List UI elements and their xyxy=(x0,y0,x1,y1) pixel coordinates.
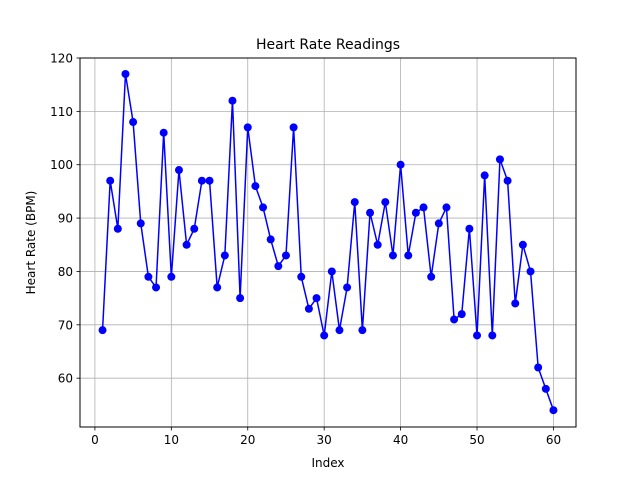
data-point xyxy=(297,272,306,281)
data-point xyxy=(197,176,206,185)
data-point xyxy=(450,315,459,324)
y-tick-label: 70 xyxy=(58,318,73,332)
plot-frame xyxy=(79,57,577,428)
x-axis-ticks: 0 10 20 30 40 50 60 xyxy=(91,427,561,447)
data-point xyxy=(549,406,558,415)
data-point xyxy=(442,203,451,212)
y-tick-label: 110 xyxy=(50,105,73,119)
y-tick-label: 100 xyxy=(50,158,73,172)
x-tick-label: 50 xyxy=(469,433,484,447)
data-point xyxy=(243,123,252,132)
data-point xyxy=(167,272,176,281)
data-point xyxy=(419,203,428,212)
data-point xyxy=(404,251,413,260)
data-point xyxy=(220,251,229,260)
data-point xyxy=(159,128,168,137)
y-axis-ticks: 60 70 80 90 100 110 120 xyxy=(50,52,80,386)
data-point xyxy=(495,155,504,164)
data-point xyxy=(343,283,352,292)
data-point xyxy=(304,304,313,313)
data-point xyxy=(228,96,237,105)
data-point xyxy=(113,224,122,233)
data-point xyxy=(144,272,153,281)
data-point xyxy=(518,240,527,249)
x-tick-label: 10 xyxy=(164,433,179,447)
x-tick-label: 20 xyxy=(240,433,255,447)
data-point xyxy=(373,240,382,249)
data-point xyxy=(129,118,138,127)
data-point xyxy=(152,283,161,292)
y-tick-label: 60 xyxy=(58,372,73,386)
data-point xyxy=(182,240,191,249)
data-point xyxy=(366,208,375,217)
x-tick-label: 0 xyxy=(91,433,99,447)
data-point xyxy=(266,235,275,244)
data-point xyxy=(534,363,543,372)
data-point xyxy=(465,224,474,233)
data-point xyxy=(327,267,336,276)
y-tick-label: 90 xyxy=(58,212,73,226)
data-point xyxy=(274,262,283,271)
data-point xyxy=(121,70,130,79)
data-point xyxy=(213,283,222,292)
data-point xyxy=(503,176,512,185)
data-point xyxy=(236,294,245,303)
data-point xyxy=(251,182,260,191)
y-tick-label: 120 xyxy=(50,52,73,66)
y-axis-label: Heart Rate (BPM) xyxy=(24,191,38,295)
chart-title: Heart Rate Readings xyxy=(256,37,400,53)
data-point xyxy=(335,326,344,335)
data-point xyxy=(281,251,290,260)
data-point xyxy=(259,203,268,212)
data-point xyxy=(457,310,466,319)
x-tick-label: 40 xyxy=(393,433,408,447)
data-point xyxy=(174,166,183,175)
data-point xyxy=(136,219,145,228)
data-point xyxy=(320,331,329,340)
data-point xyxy=(473,331,482,340)
data-point xyxy=(526,267,535,276)
series-line xyxy=(101,73,555,411)
data-point xyxy=(388,251,397,260)
data-point xyxy=(106,176,115,185)
x-tick-label: 60 xyxy=(546,433,561,447)
data-point xyxy=(358,326,367,335)
data-point xyxy=(350,198,359,207)
data-point xyxy=(511,299,520,308)
series-layer xyxy=(98,70,558,415)
x-axis-label: Index xyxy=(311,456,344,470)
data-point xyxy=(480,171,489,180)
data-point xyxy=(190,224,199,233)
data-point xyxy=(381,198,390,207)
data-point xyxy=(289,123,298,132)
data-point xyxy=(411,208,420,217)
x-tick-label: 30 xyxy=(317,433,332,447)
data-point xyxy=(427,272,436,281)
data-point xyxy=(312,294,321,303)
data-point xyxy=(434,219,443,228)
data-point xyxy=(488,331,497,340)
data-point xyxy=(396,160,405,169)
data-point xyxy=(541,384,550,393)
y-tick-label: 80 xyxy=(58,265,73,279)
data-point xyxy=(98,326,107,335)
data-point xyxy=(205,176,214,185)
